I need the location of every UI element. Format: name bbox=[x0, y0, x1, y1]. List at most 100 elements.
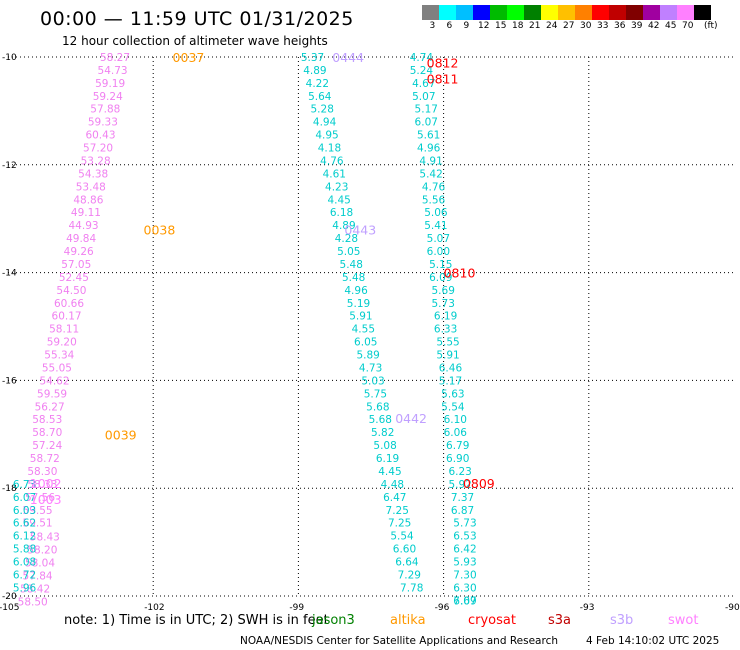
wave-height-value: 5.19 bbox=[347, 298, 370, 310]
wave-height-value: 6.69 bbox=[453, 595, 476, 607]
satellite-name: jason3 bbox=[312, 613, 355, 628]
satellite-name: altika bbox=[390, 613, 426, 628]
legend-label: 45 bbox=[665, 21, 677, 31]
legend-swatch bbox=[541, 5, 558, 20]
wave-height-value: 53.28 bbox=[81, 155, 111, 167]
legend-swatch bbox=[558, 5, 575, 20]
wave-height-value: 53.48 bbox=[76, 181, 106, 193]
satellite-name: cryosat bbox=[468, 613, 516, 628]
wave-height-value: 6.64 bbox=[395, 557, 419, 569]
satellite-name: swot bbox=[668, 613, 699, 628]
wave-height-value: 5.89 bbox=[356, 350, 379, 362]
x-tick-label: -99 bbox=[289, 603, 304, 613]
wave-height-value: 6.07 bbox=[13, 492, 36, 504]
legend-swatch bbox=[592, 5, 609, 20]
wave-height-value: 5.73 bbox=[453, 518, 476, 530]
wave-height-value: 57.24 bbox=[32, 440, 62, 452]
wave-height-value: 5.15 bbox=[429, 259, 452, 271]
y-tick-label: -16 bbox=[2, 376, 17, 386]
wave-height-value: 60.43 bbox=[85, 130, 115, 142]
footer-credit: NOAA/NESDIS Center for Satellite Applica… bbox=[240, 635, 558, 647]
pass-number-label: 0444 bbox=[332, 50, 364, 65]
wave-height-value: 58.42 bbox=[20, 583, 50, 595]
pass-number-label: 1002 bbox=[30, 476, 62, 491]
x-tick-label: -90 bbox=[725, 603, 740, 613]
legend-swatch bbox=[490, 5, 507, 20]
wave-height-value: 5.28 bbox=[311, 104, 334, 116]
wave-height-value: 5.54 bbox=[441, 401, 465, 413]
wave-height-value: 5.48 bbox=[340, 259, 363, 271]
legend-label: (ft) bbox=[704, 21, 718, 31]
wave-height-value: 4.76 bbox=[320, 155, 344, 167]
wave-height-value: 5.75 bbox=[364, 388, 387, 400]
wave-height-value: 48.86 bbox=[73, 194, 103, 206]
legend-label: 9 bbox=[463, 21, 470, 31]
wave-height-value: 4.22 bbox=[306, 78, 329, 90]
wave-height-value: 54.38 bbox=[78, 168, 108, 180]
wave-height-value: 58.43 bbox=[30, 532, 60, 544]
legend-label: 24 bbox=[546, 21, 558, 31]
wave-height-value: 6.79 bbox=[446, 440, 469, 452]
wave-height-value: 57.05 bbox=[61, 259, 91, 271]
wave-height-value: 59.20 bbox=[47, 337, 77, 349]
legend-label: 21 bbox=[529, 21, 541, 31]
wave-height-value: 5.68 bbox=[369, 414, 392, 426]
legend-label: 18 bbox=[512, 21, 524, 31]
legend-label: 36 bbox=[614, 21, 626, 31]
wave-height-value: 4.96 bbox=[417, 143, 441, 155]
x-tick-label: -102 bbox=[144, 603, 164, 613]
wave-height-value: 5.17 bbox=[415, 104, 438, 116]
wave-height-value: 5.06 bbox=[424, 207, 448, 219]
wave-height-value: 6.09 bbox=[429, 272, 452, 284]
wave-height-value: 5.82 bbox=[371, 427, 394, 439]
y-tick-label: -12 bbox=[2, 161, 17, 171]
wave-height-value: 52.45 bbox=[59, 272, 89, 284]
legend-label: 30 bbox=[580, 21, 592, 31]
legend-swatch bbox=[439, 5, 456, 20]
wave-height-value: 59.33 bbox=[88, 117, 118, 129]
legend-swatch bbox=[694, 5, 711, 20]
wave-height-value: 5.63 bbox=[441, 388, 464, 400]
wave-height-value: 4.48 bbox=[381, 479, 404, 491]
wave-height-value: 49.84 bbox=[66, 233, 96, 245]
pass-number-label: 1003 bbox=[30, 492, 62, 507]
wave-height-value: 58.11 bbox=[49, 324, 79, 336]
wave-height-value: 5.91 bbox=[349, 311, 372, 323]
wave-height-value: 7.29 bbox=[398, 569, 421, 581]
wave-height-value: 55.34 bbox=[44, 350, 74, 362]
wave-height-value: 5.96 bbox=[13, 582, 37, 594]
wave-height-value: 5.05 bbox=[337, 246, 360, 258]
wave-height-value: 57.20 bbox=[83, 143, 113, 155]
legend-swatch bbox=[473, 5, 490, 20]
wave-height-value: 6.06 bbox=[444, 427, 468, 439]
wave-height-value: 4.18 bbox=[318, 143, 341, 155]
wave-height-value: 5.54 bbox=[390, 531, 414, 543]
wave-height-value: 4.28 bbox=[335, 233, 358, 245]
wave-height-value: 5.48 bbox=[342, 272, 365, 284]
wave-height-value: 5.07 bbox=[427, 233, 450, 245]
wave-height-value: 4.96 bbox=[344, 285, 368, 297]
wave-height-value: 4.94 bbox=[313, 117, 337, 129]
wave-height-value: 4.45 bbox=[327, 194, 350, 206]
wave-height-value: 6.03 bbox=[13, 505, 36, 517]
wave-height-value: 4.95 bbox=[315, 130, 338, 142]
pass-number-label: 0037 bbox=[173, 50, 205, 65]
legend-label: 12 bbox=[478, 21, 490, 31]
wave-height-value: 6.90 bbox=[446, 453, 469, 465]
wave-height-value: 6.23 bbox=[448, 466, 471, 478]
legend-labels: 3 6 9 12 15 18 21 24 27 30 33 36 39 42 45 70 (ft) bbox=[422, 20, 740, 32]
legend-label: 6 bbox=[446, 21, 453, 31]
wave-height-value: 6.60 bbox=[393, 544, 416, 556]
wave-height-value: 5.17 bbox=[439, 375, 462, 387]
wave-height-value: 54.50 bbox=[56, 285, 86, 297]
wave-height-value: 6.47 bbox=[383, 492, 406, 504]
wave-height-value: 6.07 bbox=[415, 117, 438, 129]
wave-height-value: 5.61 bbox=[417, 130, 440, 142]
wave-height-value: 4.67 bbox=[412, 78, 435, 90]
wave-height-value: 4.89 bbox=[332, 220, 355, 232]
legend-swatch bbox=[507, 5, 524, 20]
wave-height-value: 5.69 bbox=[432, 285, 455, 297]
wave-height-value: 56.27 bbox=[35, 401, 65, 413]
wave-height-value: 4.74 bbox=[410, 52, 434, 64]
wave-height-value: 4.45 bbox=[378, 466, 401, 478]
